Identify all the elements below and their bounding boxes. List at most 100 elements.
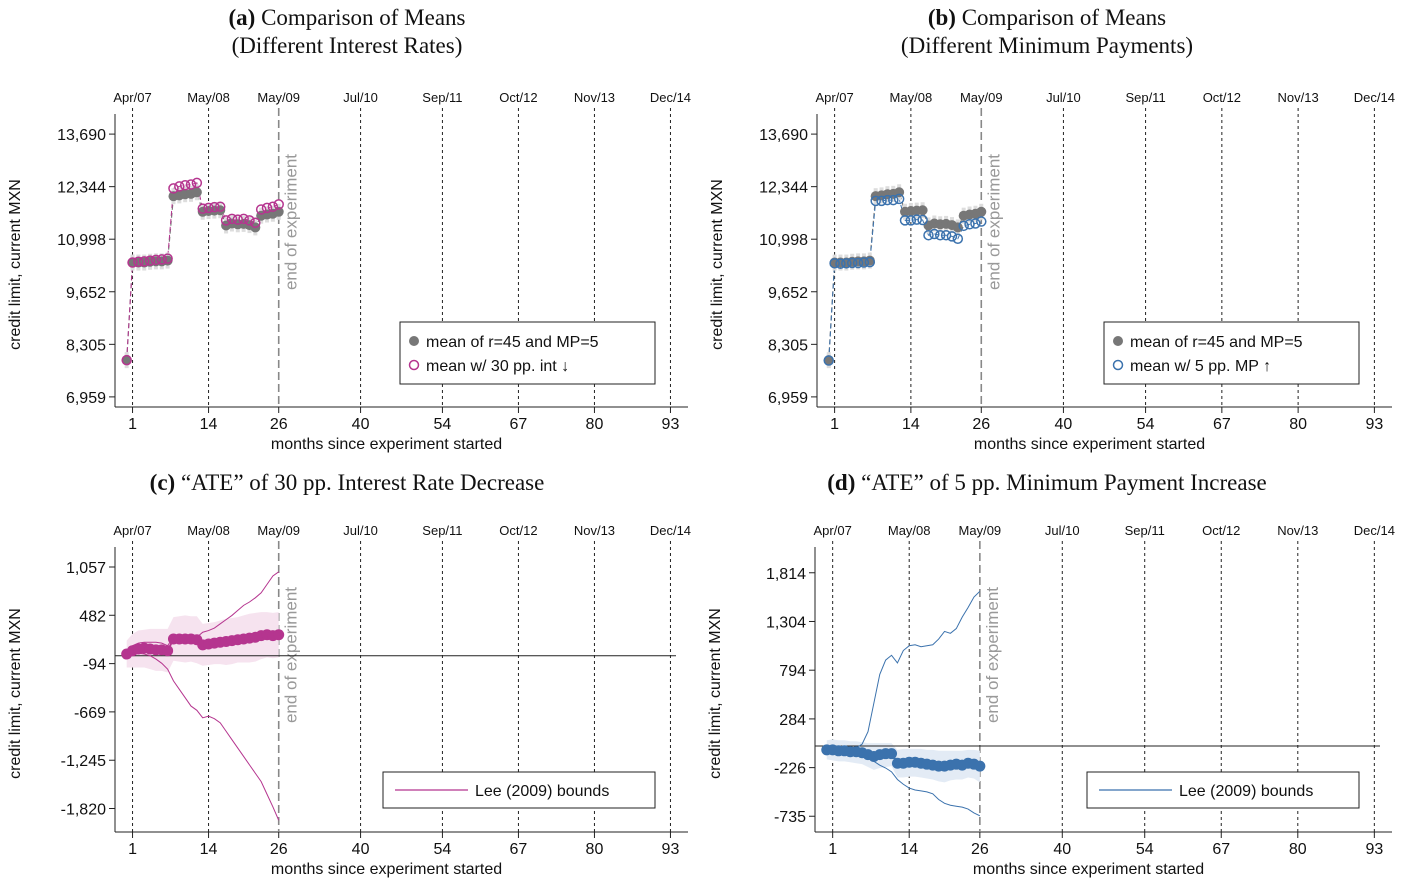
treatment-point (876, 195, 887, 207)
y-tick-label: 9,652 (768, 285, 808, 302)
panel-d-title-line1: “ATE” of 5 pp. Minimum Payment Increase (861, 470, 1267, 495)
y-tick-label: 13,690 (759, 127, 808, 144)
y-axis-title: credit limit, current MXN (7, 179, 24, 350)
treatment-point (150, 254, 162, 266)
treatment-point (244, 215, 255, 226)
top-date-label: Nov/13 (574, 90, 615, 105)
treatment-point (220, 215, 232, 226)
treatment-point (238, 213, 249, 225)
y-tick-label: 10,998 (759, 232, 808, 249)
baseline-point (823, 355, 834, 366)
top-date-label: Jul/10 (343, 523, 378, 538)
baseline-point (917, 205, 928, 216)
x-tick-label: 80 (586, 416, 604, 433)
x-tick-label: 54 (434, 416, 452, 433)
panel-b-title: (b) Comparison of Means (Different Minim… (700, 4, 1394, 60)
treatment-point (899, 215, 911, 226)
treatment-point (203, 202, 214, 214)
x-axis-title: months since experiment started (974, 436, 1205, 453)
treatment-point (964, 219, 975, 230)
panel-c-tag: (c) (149, 470, 176, 495)
x-tick-label: 93 (1365, 416, 1383, 433)
y-tick-label: 8,305 (66, 337, 106, 354)
x-tick-label: 40 (352, 841, 370, 858)
top-date-label: Nov/13 (1277, 523, 1318, 538)
y-tick-label: -669 (74, 705, 106, 722)
estimate-point (162, 645, 174, 657)
panel-a-title: (a) Comparison of Means (Different Inter… (0, 4, 694, 60)
x-tick-label: 67 (1212, 841, 1230, 858)
legend-label: Lee (2009) bounds (1179, 783, 1313, 800)
end-of-experiment-annotation: end of experiment (282, 587, 301, 723)
panel-b-title-line2: (Different Minimum Payments) (900, 33, 1194, 58)
treatment-point (952, 233, 964, 244)
treatment-point (261, 202, 273, 214)
estimate-point (273, 629, 285, 641)
top-date-label: Apr/07 (113, 90, 151, 105)
x-tick-label: 1 (830, 416, 839, 433)
y-tick-label: 9,652 (66, 285, 106, 302)
treatment-point (882, 194, 893, 206)
baseline-point (121, 355, 132, 366)
baseline-point (215, 205, 226, 216)
y-tick-label: 284 (779, 712, 806, 729)
panel-c-title: (c) “ATE” of 30 pp. Interest Rate Decrea… (0, 469, 694, 497)
treatment-point (934, 229, 946, 241)
y-tick-label: 8,305 (768, 337, 808, 354)
y-axis-title: credit limit, current MXN (7, 608, 24, 779)
panel-c-title-line1: “ATE” of 30 pp. Interest Rate Decrease (180, 470, 545, 495)
x-tick-label: 26 (270, 416, 288, 433)
panel-b-title-line1: Comparison of Means (961, 5, 1167, 30)
legend-marker-baseline (1113, 336, 1123, 346)
x-axis-title: months since experiment started (271, 861, 502, 878)
x-tick-label: 14 (900, 841, 918, 858)
y-tick-label: 12,344 (57, 180, 106, 197)
treatment-point (133, 256, 144, 268)
y-tick-label: 1,057 (66, 560, 106, 577)
panel-b-plot: 1 Apr/07 14 May/08 26 May/09 40 Jul/10 54 Sep/11 6… (709, 90, 1395, 453)
treatment-point (940, 229, 952, 241)
end-of-experiment-annotation: end of experiment (984, 154, 1003, 290)
top-date-label: Jul/10 (1046, 90, 1081, 105)
treatment-point (273, 199, 284, 210)
treatment-point (144, 255, 156, 266)
treatment-point (156, 254, 168, 265)
treatment-point (121, 354, 132, 366)
treatment-point (250, 217, 261, 228)
x-tick-label: 26 (972, 416, 990, 433)
treatment-point (168, 183, 179, 194)
x-tick-label: 80 (1289, 841, 1307, 858)
top-date-label: Dec/14 (1354, 90, 1395, 105)
top-date-label: Oct/12 (499, 90, 537, 105)
x-tick-label: 67 (510, 416, 528, 433)
treatment-point (864, 256, 876, 268)
top-date-label: May/08 (187, 90, 230, 105)
y-tick-label: -735 (774, 809, 806, 826)
y-tick-label: -1,245 (61, 753, 106, 770)
treatment-point (179, 179, 191, 191)
legend-label: Lee (2009) bounds (475, 783, 609, 800)
treatment-point (858, 257, 870, 268)
top-date-label: Apr/07 (815, 90, 853, 105)
panel-a-plot: 1 Apr/07 14 May/08 26 May/09 40 Jul/10 54 Sep/11 6… (7, 90, 691, 453)
baseline-point (191, 187, 202, 198)
treatment-point (852, 257, 864, 269)
top-date-label: Apr/07 (814, 523, 852, 538)
top-date-label: Sep/11 (1125, 523, 1165, 538)
treatment-point (174, 181, 185, 192)
treatment-point (127, 257, 138, 268)
treatment-point (929, 228, 940, 240)
treatment-point (835, 258, 846, 269)
top-date-label: May/09 (257, 523, 300, 538)
y-tick-label: 13,690 (57, 127, 106, 144)
treatment-point (846, 257, 858, 269)
panel-a-title-line2: (Different Interest Rates) (231, 33, 463, 58)
top-date-label: Dec/14 (1354, 523, 1395, 538)
top-date-label: May/09 (960, 90, 1003, 105)
panel-c-plot: 1 Apr/07 14 May/08 26 May/09 40 Jul/10 54 Sep/11 6… (7, 523, 691, 878)
x-tick-label: 54 (1136, 841, 1154, 858)
top-date-label: May/09 (257, 90, 300, 105)
top-date-label: Nov/13 (574, 523, 615, 538)
top-date-label: Dec/14 (650, 90, 691, 105)
